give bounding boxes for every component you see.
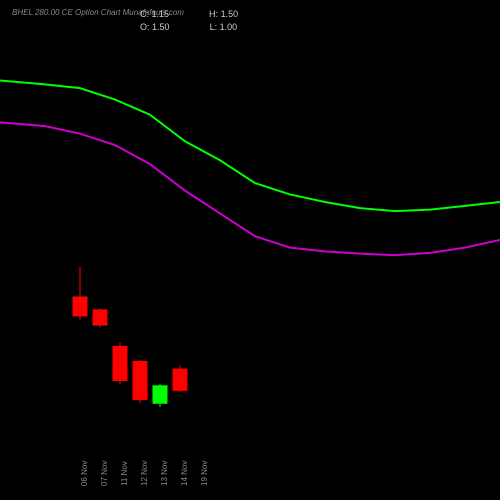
lower-line xyxy=(0,122,500,255)
x-axis-label: 06 Nov xyxy=(80,461,89,486)
open-stat: O: 1.50 xyxy=(140,21,170,34)
candle-body xyxy=(173,369,187,390)
candle-body xyxy=(133,361,147,399)
candle-body xyxy=(153,386,167,403)
x-axis-label: 13 Nov xyxy=(160,461,169,486)
x-axis-label: 12 Nov xyxy=(140,461,149,486)
x-axis-labels: 06 Nov 07 Nov 11 Nov 12 Nov 13 Nov 14 Nov 19 N… xyxy=(0,445,500,495)
x-axis-label: 07 Nov xyxy=(100,461,109,486)
upper-line xyxy=(0,81,500,212)
x-axis-label: 19 Nov xyxy=(200,461,209,486)
x-axis-label: 14 Nov xyxy=(180,461,189,486)
price-chart xyxy=(0,35,500,445)
high-stat: H: 1.50 xyxy=(209,8,238,21)
candle-body xyxy=(93,310,107,325)
ohlc-stats: C: 1.15 H: 1.50 O: 1.50 L: 1.00 xyxy=(140,8,238,33)
low-stat: L: 1.00 xyxy=(210,21,238,34)
candle-body xyxy=(113,346,127,380)
close-stat: C: 1.15 xyxy=(140,8,169,21)
candle-body xyxy=(73,297,87,316)
x-axis-label: 11 Nov xyxy=(120,461,129,486)
